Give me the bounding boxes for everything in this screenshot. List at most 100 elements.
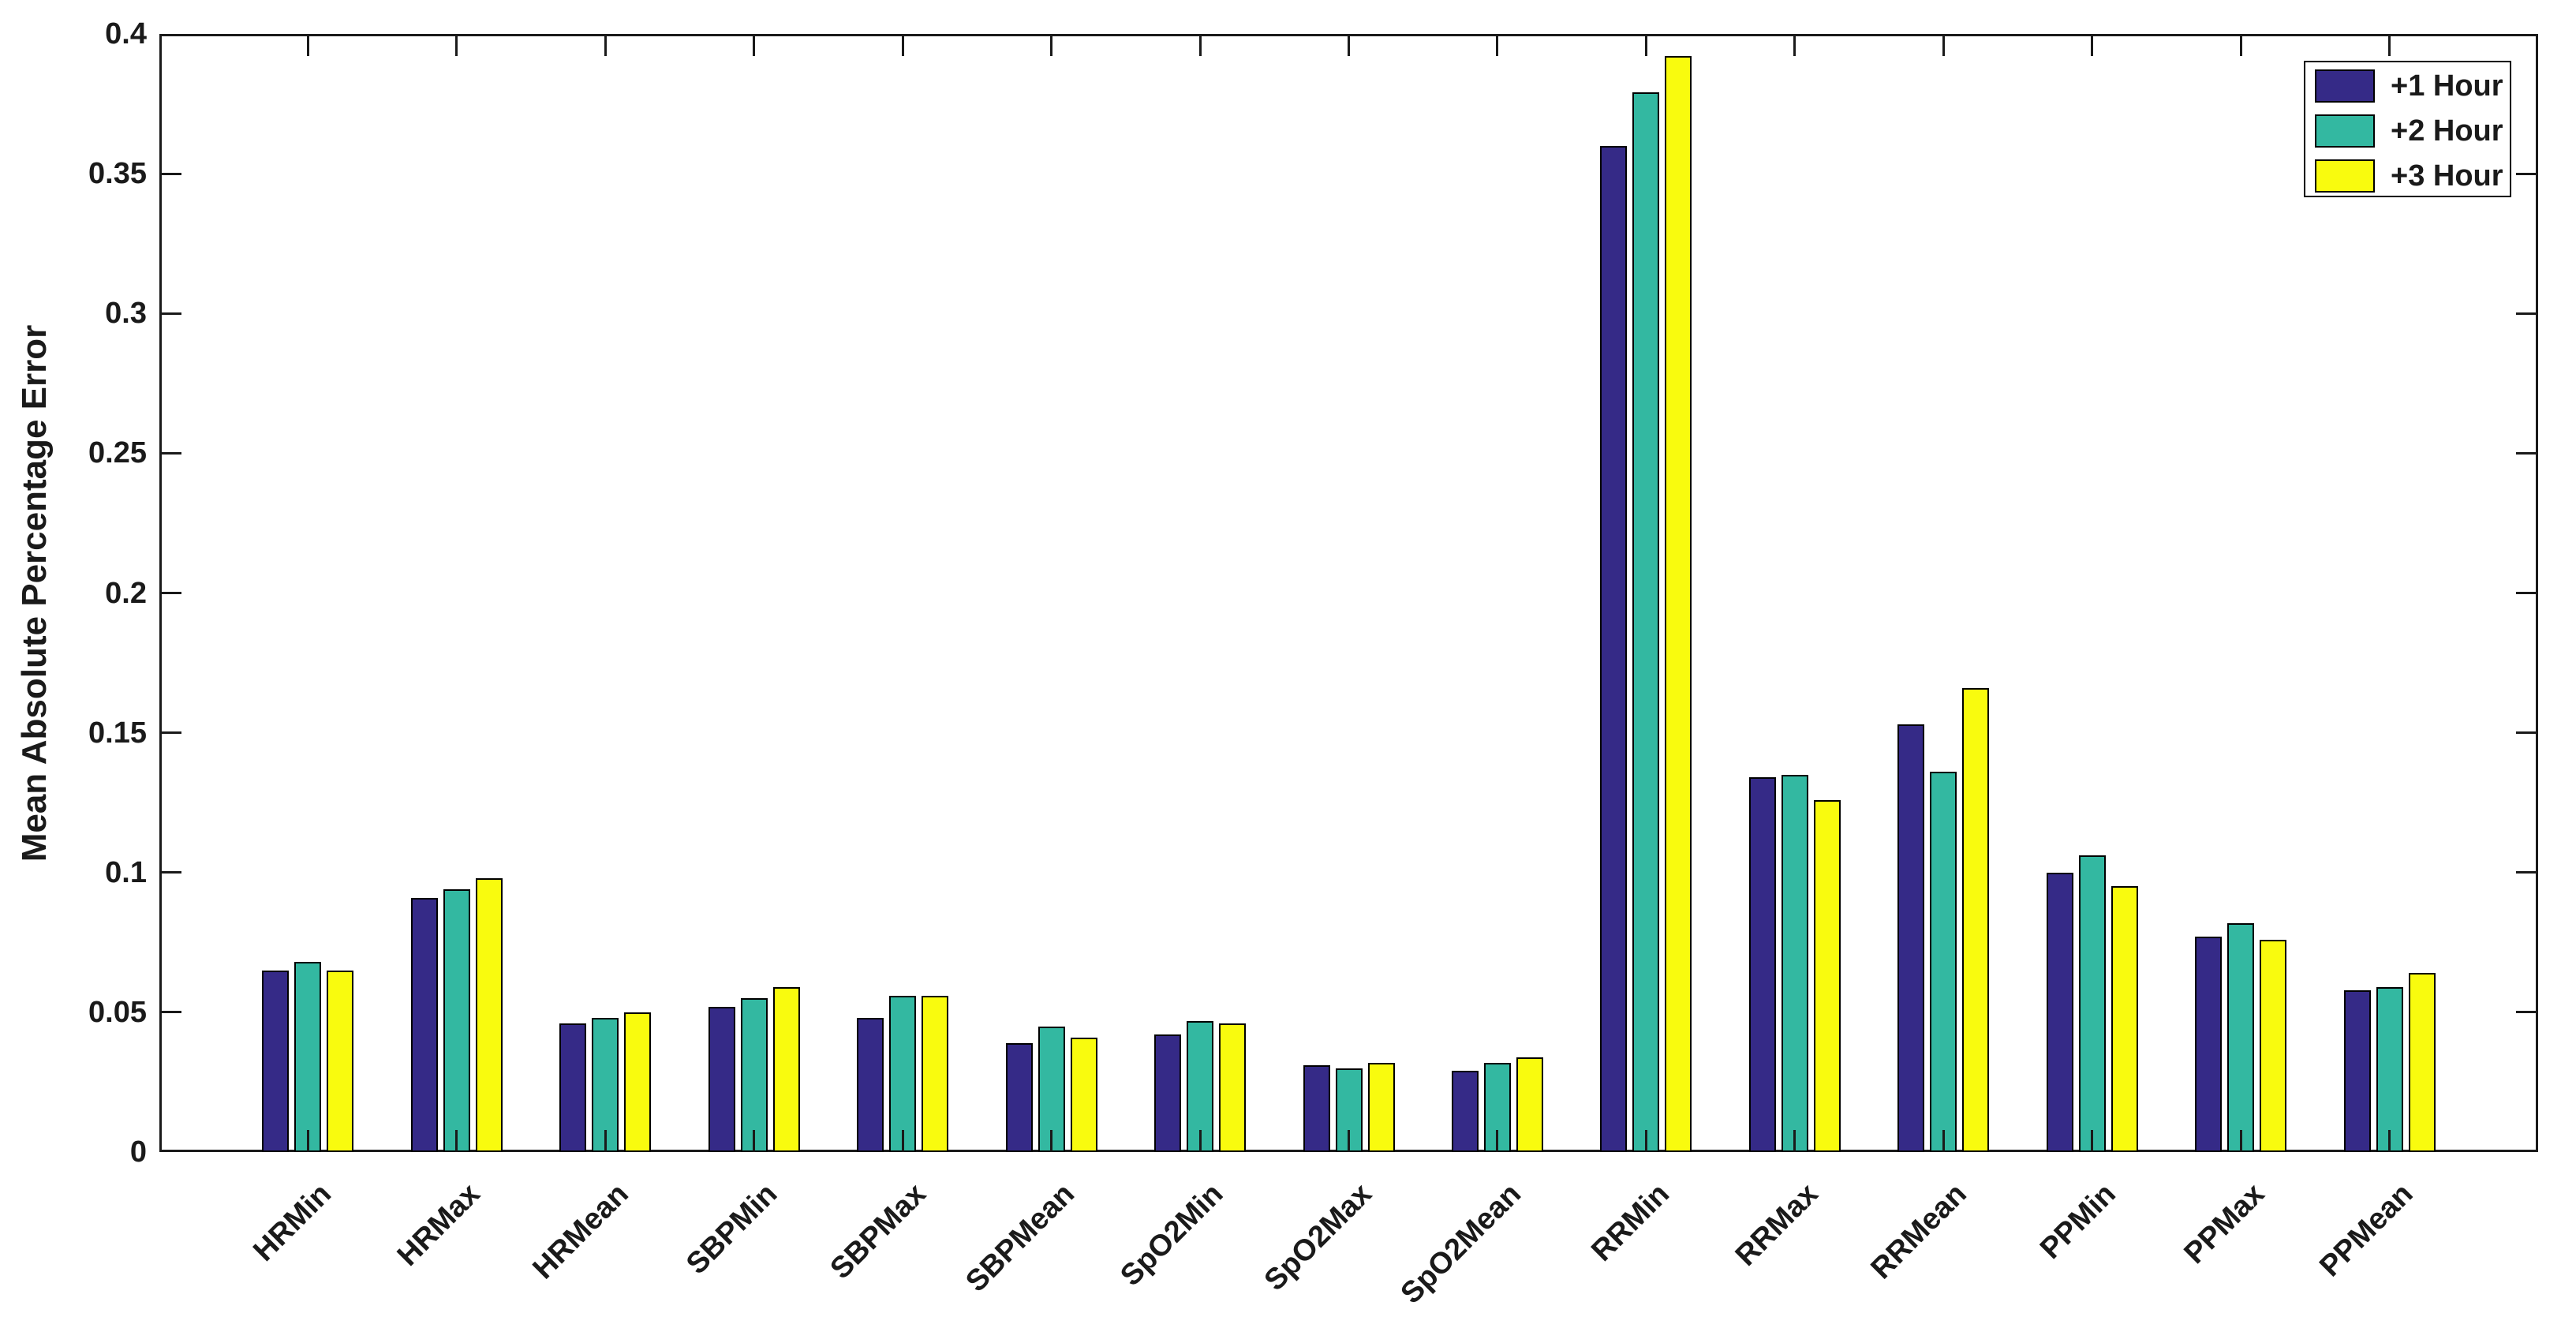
bar (2046, 872, 2073, 1152)
bar (1748, 777, 1776, 1152)
bar (624, 1012, 652, 1152)
y-tick-label: 0 (129, 1135, 147, 1169)
bar (1516, 1057, 1543, 1152)
x-tick-bottom (1050, 1130, 1053, 1152)
y-tick-left (159, 451, 181, 455)
x-tick-bottom (2091, 1130, 2094, 1152)
legend-label: +3 Hour (2391, 159, 2503, 193)
x-tick-bottom (1644, 1130, 1647, 1152)
x-tick-label: SBPMax (824, 1177, 933, 1286)
y-tick-left (159, 731, 181, 735)
y-tick-left (159, 592, 181, 594)
x-tick-top (2388, 34, 2391, 56)
x-tick-top (753, 34, 756, 56)
y-tick-label: 0.4 (105, 17, 147, 51)
x-tick-top (604, 34, 607, 56)
x-tick-label: SpO2Max (1258, 1177, 1379, 1298)
x-tick-top (1198, 34, 1202, 56)
x-tick-top (1348, 34, 1350, 56)
x-tick-top (1050, 34, 1053, 56)
y-tick-left (159, 312, 181, 315)
x-tick-bottom (306, 1130, 309, 1152)
y-tick-label: 0.25 (88, 436, 147, 470)
x-tick-bottom (2239, 1130, 2242, 1152)
x-tick-bottom (1793, 1130, 1796, 1152)
bar (1303, 1065, 1330, 1152)
y-tick-right (2516, 312, 2538, 315)
bar (2195, 937, 2223, 1152)
legend-label: +2 Hour (2391, 114, 2503, 148)
x-tick-bottom (1348, 1130, 1350, 1152)
y-tick-label: 0.15 (88, 716, 147, 750)
bar (262, 970, 290, 1152)
x-tick-top (1942, 34, 1945, 56)
bar (2111, 886, 2138, 1152)
bar (327, 970, 354, 1152)
x-tick-top (2091, 34, 2094, 56)
plot-area (159, 34, 2538, 1152)
bar (2260, 939, 2287, 1152)
bar (1070, 1037, 1097, 1152)
y-tick-right (2516, 731, 2538, 735)
y-tick-right (2516, 1011, 2538, 1014)
x-tick-label: PPMin (2033, 1177, 2122, 1266)
bar (1962, 687, 1990, 1152)
y-tick-label: 0.1 (105, 855, 147, 889)
y-tick-left (159, 1011, 181, 1014)
bar (1897, 724, 1925, 1152)
x-tick-top (1496, 34, 1499, 56)
x-tick-bottom (901, 1130, 904, 1152)
x-tick-label: SpO2Min (1114, 1177, 1230, 1293)
bar (1930, 772, 1957, 1152)
x-tick-label: RRMax (1729, 1177, 1825, 1273)
x-tick-label: HRMax (391, 1177, 487, 1273)
x-tick-bottom (1198, 1130, 1202, 1152)
bar (1451, 1071, 1479, 1152)
x-tick-label: SBPMean (959, 1177, 1082, 1299)
bar (1632, 92, 1660, 1152)
y-tick-label: 0.35 (88, 157, 147, 191)
y-tick-left (159, 172, 181, 175)
bar (857, 1017, 884, 1152)
y-tick-right (2516, 592, 2538, 594)
x-tick-bottom (455, 1130, 458, 1152)
x-tick-bottom (604, 1130, 607, 1152)
bar (559, 1023, 587, 1152)
y-tick-right (2516, 451, 2538, 455)
y-tick-right (2516, 172, 2538, 175)
bar (922, 995, 949, 1152)
bar (1665, 56, 1692, 1152)
x-tick-bottom (1942, 1130, 1945, 1152)
y-tick-label: 0.05 (88, 995, 147, 1029)
x-tick-top (455, 34, 458, 56)
bar (592, 1017, 619, 1152)
legend-label: +1 Hour (2391, 69, 2503, 103)
bar (1600, 145, 1628, 1152)
bar (772, 986, 800, 1152)
x-tick-label: PPMax (2178, 1177, 2271, 1270)
bar (1154, 1034, 1182, 1152)
bar (2408, 973, 2436, 1152)
legend-swatch (2315, 114, 2375, 148)
x-tick-top (1793, 34, 1796, 56)
x-tick-bottom (1496, 1130, 1499, 1152)
x-tick-label: RRMin (1585, 1177, 1677, 1268)
x-tick-bottom (2388, 1130, 2391, 1152)
y-tick-label: 0.2 (105, 576, 147, 610)
x-tick-top (306, 34, 309, 56)
bar (1219, 1023, 1247, 1152)
bar (443, 889, 470, 1152)
y-tick-right (2516, 871, 2538, 874)
x-tick-label: PPMean (2313, 1177, 2420, 1284)
x-tick-top (901, 34, 904, 56)
x-tick-label: HRMin (247, 1177, 338, 1268)
bar (2227, 922, 2255, 1152)
bar (889, 995, 917, 1152)
bar (2343, 989, 2371, 1152)
bar (2078, 855, 2106, 1152)
legend-swatch (2315, 159, 2375, 193)
bar (740, 998, 768, 1152)
legend-item: +1 Hour (2315, 69, 2503, 103)
bar (708, 1006, 735, 1152)
